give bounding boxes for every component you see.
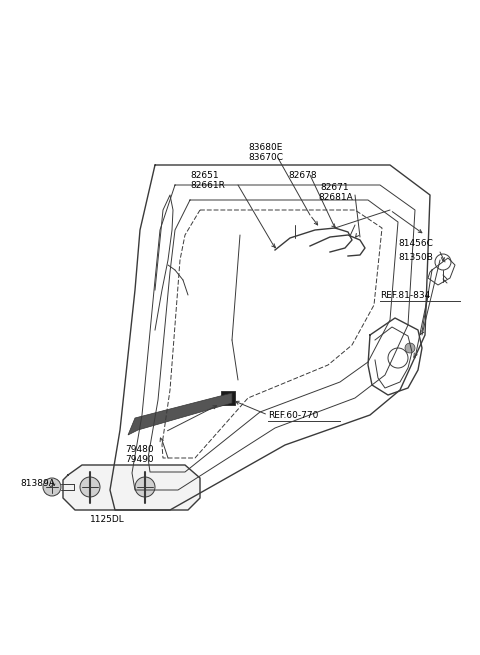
Text: 82678: 82678 — [288, 170, 317, 179]
Text: REF.60-770: REF.60-770 — [268, 411, 318, 419]
Circle shape — [80, 477, 100, 497]
Polygon shape — [221, 391, 235, 405]
Text: 83680E: 83680E — [248, 143, 282, 153]
Text: 82671: 82671 — [320, 183, 348, 193]
Text: 82651: 82651 — [190, 170, 218, 179]
Circle shape — [135, 477, 155, 497]
Text: REF.81-834: REF.81-834 — [380, 291, 430, 299]
Circle shape — [43, 478, 61, 496]
Text: 79490: 79490 — [125, 455, 154, 464]
Polygon shape — [128, 393, 232, 435]
Circle shape — [405, 343, 415, 353]
Text: 82681A: 82681A — [318, 193, 353, 202]
Text: 79480: 79480 — [125, 445, 154, 455]
Text: 82661R: 82661R — [190, 181, 225, 189]
Polygon shape — [63, 465, 200, 510]
Text: 83670C: 83670C — [248, 153, 283, 162]
Text: 81350B: 81350B — [398, 252, 433, 261]
Text: 1125DL: 1125DL — [90, 515, 125, 525]
Text: 81389A: 81389A — [20, 479, 55, 489]
Text: 81456C: 81456C — [398, 238, 433, 248]
